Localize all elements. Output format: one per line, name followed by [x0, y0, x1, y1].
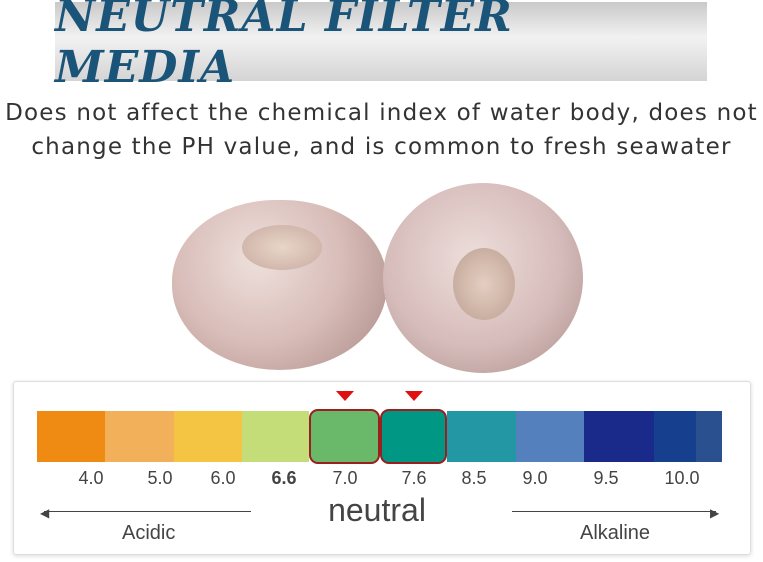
alkaline-arrow	[512, 511, 716, 512]
ph-segment	[242, 411, 309, 462]
ph-tick-label: 4.0	[78, 468, 104, 488]
title: NEUTRAL FILTER MEDIA	[55, 0, 513, 93]
description: Does not affect the chemical index of wa…	[0, 96, 763, 164]
title-banner: NEUTRAL FILTER MEDIA	[55, 0, 707, 93]
ph-segment	[584, 411, 654, 462]
alkaline-label: Alkaline	[580, 522, 651, 544]
arrow-left-icon: ◀	[40, 506, 50, 520]
ph-tick-label: 8.5	[461, 468, 487, 488]
marker-triangle-icon	[405, 391, 423, 401]
ph-segment	[380, 409, 447, 464]
ph-tick-label: 9.5	[593, 468, 619, 488]
arrow-right-icon: ▶	[710, 506, 720, 520]
filter-media-stone	[172, 200, 387, 370]
ph-segment	[309, 409, 380, 464]
marker-triangle-icon	[336, 391, 354, 401]
ph-segment	[696, 411, 722, 462]
ph-segment	[447, 411, 516, 462]
acidic-label: Acidic	[122, 522, 176, 544]
neutral-label: neutral	[328, 492, 426, 528]
ph-segment	[654, 411, 696, 462]
ph-tick-label: 6.6	[271, 468, 297, 488]
ph-tick-label: 6.0	[210, 468, 236, 488]
ph-tick-label: 10.0	[664, 468, 700, 488]
ph-segment	[174, 411, 242, 462]
ph-tick-label: 5.0	[147, 468, 173, 488]
ph-segment	[37, 411, 105, 462]
ph-tick-label: 7.0	[332, 468, 358, 488]
ph-scale-panel	[13, 381, 751, 555]
ph-segment	[105, 411, 174, 462]
ph-tick-label: 7.6	[401, 468, 427, 488]
acidic-arrow	[44, 511, 251, 512]
ph-segment	[516, 411, 584, 462]
description-line: Does not affect the chemical index of wa…	[5, 100, 758, 126]
ph-tick-label: 9.0	[522, 468, 548, 488]
filter-media-stone	[383, 183, 583, 373]
description-line: change the PH value, and is common to fr…	[31, 134, 732, 160]
